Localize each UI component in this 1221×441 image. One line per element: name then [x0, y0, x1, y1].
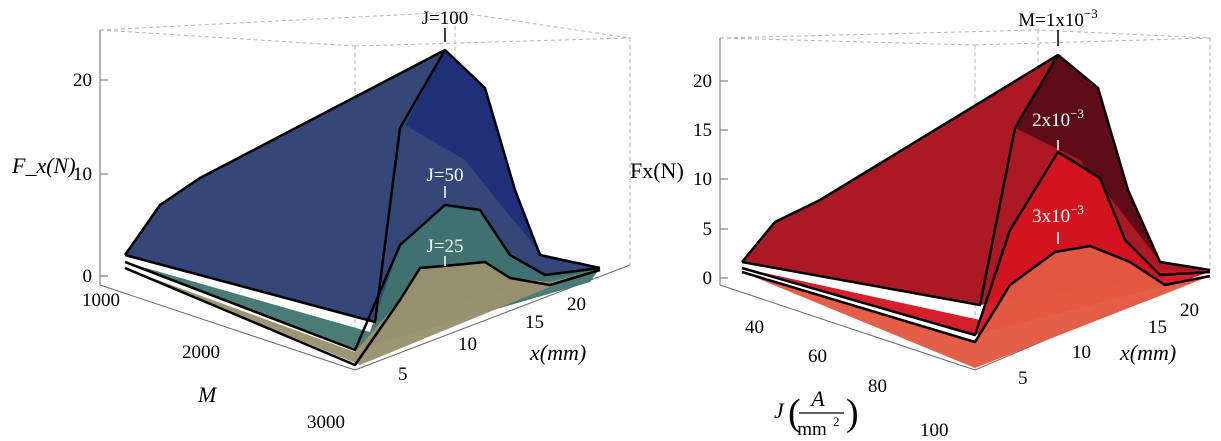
left-y-ticks: 1000 2000 3000 — [82, 290, 345, 433]
right-surface-m3 — [742, 246, 1210, 368]
right-y-axis-label: J ( A mm 2 ) — [774, 386, 859, 440]
left-z-tick: 0 — [83, 266, 93, 287]
left-x-tick: 20 — [567, 294, 586, 315]
right-annotation-m3-label: 3x10−3 — [1032, 202, 1084, 227]
left-x-tick: 10 — [458, 334, 477, 355]
right-y-axis-unit-den: mm — [797, 419, 827, 440]
left-annotation-j50-label: J=50 — [426, 165, 463, 186]
right-annotation-m1-base: M=1x10 — [1018, 10, 1084, 31]
right-x-tick: 10 — [1072, 342, 1091, 363]
left-y-tick: 2000 — [182, 342, 220, 363]
right-z-tick: 10 — [693, 169, 712, 190]
right-x-ticks: 5 10 15 20 — [1018, 300, 1199, 389]
right-annotation-m1-exp: −3 — [1084, 6, 1098, 21]
right-y-axis-unit-den-exp: 2 — [833, 414, 840, 429]
right-edge-m2 — [741, 150, 1211, 337]
left-z-axis-label: F_x(N) — [11, 153, 76, 178]
right-x-tick: 5 — [1018, 368, 1028, 389]
right-annotation-m3: 3x10−3 — [1032, 202, 1084, 244]
right-y-axis-paren-close: ) — [846, 392, 859, 434]
right-y-tick: 40 — [745, 317, 764, 338]
left-y-tick: 3000 — [307, 412, 345, 433]
right-surface-m1-shade — [1015, 55, 1210, 270]
right-y-axis-unit-num: A — [809, 386, 825, 411]
left-y-tick: 1000 — [82, 290, 120, 311]
left-x-tick: 5 — [398, 364, 408, 385]
right-annotation-m1-label: M=1x10−3 — [1018, 6, 1097, 31]
right-y-tick: 100 — [920, 420, 949, 441]
left-edge-j50 — [124, 203, 601, 352]
right-x-tick: 20 — [1180, 300, 1199, 321]
left-x-axis-label: x(mm) — [529, 340, 586, 365]
right-annotation-m2-exp: −3 — [1070, 106, 1084, 121]
right-y-tick: 60 — [808, 346, 827, 367]
left-z-ticks: 0 10 20 — [73, 70, 108, 287]
left-surface-j100-shade — [405, 50, 600, 268]
right-annotation-m1: M=1x10−3 — [1018, 6, 1098, 46]
left-edge-j100-front — [124, 49, 447, 324]
left-x-ticks: 5 10 15 20 — [398, 294, 586, 385]
right-z-axis-label: Fx(N) — [630, 158, 684, 183]
left-edge-j25 — [124, 260, 601, 367]
left-surface-j50 — [125, 205, 600, 350]
right-edge-m3 — [741, 244, 1211, 344]
right-y-axis-symbol: J — [774, 398, 785, 423]
right-z-tick: 20 — [693, 71, 712, 92]
right-z-ticks: 0 5 10 15 20 — [693, 71, 728, 289]
left-annotation-j25-label: J=25 — [426, 236, 463, 257]
right-edge-m1-front — [741, 54, 1060, 307]
right-z-tick: 15 — [693, 120, 712, 141]
right-y-axis-paren-open: ( — [788, 392, 801, 434]
right-x-axis-label: x(mm) — [1119, 340, 1176, 365]
right-y-ticks: 40 60 80 100 — [745, 317, 949, 441]
left-edge-j100 — [123, 48, 601, 270]
left-x-tick: 15 — [525, 312, 544, 333]
left-annotation-j100-label: J=100 — [422, 8, 469, 29]
right-annotation-m2-label: 2x10−3 — [1032, 106, 1084, 131]
right-x-tick: 15 — [1148, 317, 1167, 338]
right-surface-plot: M=1x10−3 2x10−3 3x10−3 0 5 10 15 20 Fx(N… — [630, 6, 1211, 441]
left-z-tick: 10 — [73, 164, 92, 185]
left-annotation-j25: J=25 — [426, 236, 464, 266]
left-annotation-j50: J=50 — [426, 165, 464, 198]
left-annotation-j100: J=100 — [422, 8, 469, 42]
right-annotation-m2-base: 2x10 — [1032, 110, 1070, 131]
right-annotation-m3-base: 3x10 — [1032, 206, 1070, 227]
left-surface-plot: J=100 J=50 J=25 0 10 20 F_x(N) 1000 2000… — [11, 8, 631, 433]
right-z-tick: 0 — [703, 268, 713, 289]
left-surface-j25 — [125, 262, 600, 365]
right-edge-m1 — [741, 53, 1211, 272]
right-z-tick: 5 — [703, 219, 713, 240]
right-y-tick: 80 — [868, 376, 887, 397]
left-y-axis-label: M — [197, 382, 218, 407]
left-z-tick: 20 — [73, 70, 92, 91]
right-annotation-m2: 2x10−3 — [1032, 106, 1084, 150]
right-annotation-m3-exp: −3 — [1070, 202, 1084, 217]
